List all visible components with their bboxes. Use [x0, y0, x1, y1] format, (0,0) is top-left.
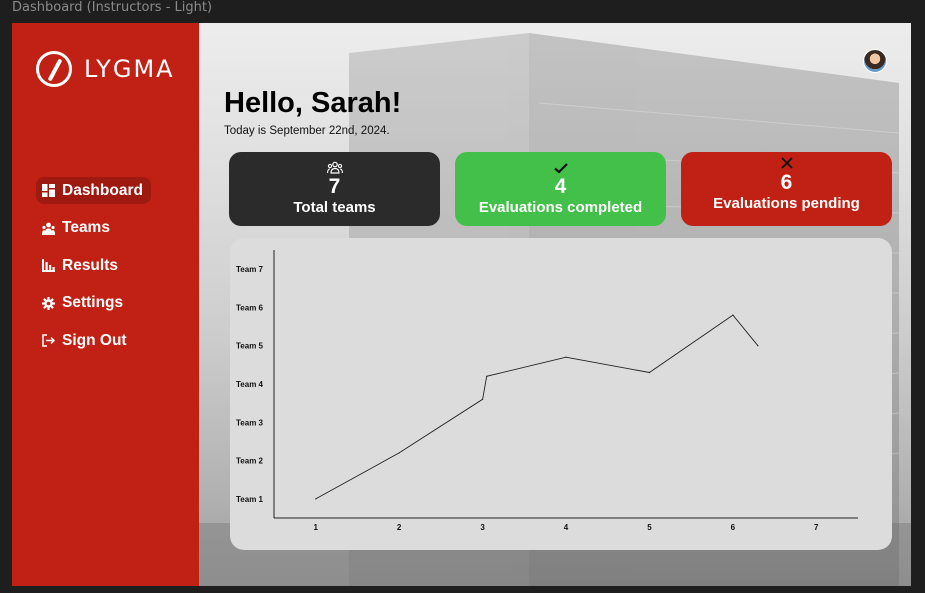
gear-icon [42, 296, 55, 310]
sidebar-item-label: Results [62, 256, 118, 274]
x-tick-label: 3 [480, 523, 485, 532]
evaluations-pending-value: 6 [780, 171, 793, 194]
data-point [486, 375, 488, 377]
chart-canvas: Team 1 Team 2 Team 3 Team 4 Team 5 Team 6 Team… [236, 250, 858, 532]
total-teams-value: 7 [328, 175, 341, 198]
results-icon [42, 259, 55, 272]
y-tick-label: Team 2 [236, 457, 264, 466]
data-point [648, 371, 651, 374]
y-tick-label: Team 3 [236, 418, 264, 427]
sidebar-nav: Dashboard Teams Results Settings [36, 177, 186, 365]
stat-card-total-teams[interactable]: 7 Total teams [229, 152, 440, 226]
sidebar-item-label: Sign Out [62, 331, 127, 349]
x-tick-label: 1 [313, 523, 318, 532]
x-tick-label: 5 [647, 523, 652, 532]
evaluations-completed-label: Evaluations completed [478, 199, 643, 216]
y-tick-label: Team 5 [236, 342, 264, 351]
sidebar-item-results[interactable]: Results [36, 252, 126, 279]
main-content: Hello, Sarah! Today is September 22nd, 2… [199, 23, 911, 586]
window-title: Dashboard (Instructors - Light) [12, 0, 213, 15]
sign-out-icon [42, 334, 55, 347]
sidebar-item-teams[interactable]: Teams [36, 215, 118, 242]
x-tick-label: 4 [564, 523, 569, 532]
data-point [565, 356, 567, 358]
check-icon [553, 163, 568, 174]
team-progress-chart: Team 1 Team 2 Team 3 Team 4 Team 5 Team 6 Team… [230, 238, 892, 550]
y-tick-label: Team 1 [236, 495, 264, 504]
x-icon [780, 157, 793, 169]
evaluations-pending-label: Evaluations pending [713, 195, 860, 212]
y-tick-label: Team 4 [236, 380, 264, 389]
sidebar-item-settings[interactable]: Settings [36, 290, 131, 317]
teams-icon [42, 222, 55, 235]
series-line [315, 314, 759, 500]
sidebar-item-sign-out[interactable]: Sign Out [36, 327, 135, 354]
date-text: Today is September 22nd, 2024. [224, 125, 390, 137]
sidebar-item-dashboard[interactable]: Dashboard [36, 177, 151, 204]
logo-icon [36, 51, 72, 87]
sidebar-item-label: Settings [62, 294, 124, 311]
data-point [732, 314, 734, 316]
stat-card-evaluations-completed[interactable]: 4 Evaluations completed [455, 152, 666, 226]
dashboard-icon [42, 184, 55, 197]
total-teams-label: Total teams [293, 199, 376, 216]
sidebar-item-label: Teams [62, 219, 110, 236]
user-avatar[interactable] [863, 49, 887, 73]
x-tick-label: 6 [731, 523, 736, 532]
y-tick-label: Team 7 [236, 265, 264, 274]
app-window: LYGMA Dashboard Teams Results [12, 23, 911, 586]
x-tick-label: 2 [397, 523, 402, 532]
data-point [315, 498, 317, 500]
x-tick-label: 7 [814, 523, 819, 532]
brand-logo[interactable]: LYGMA [36, 51, 175, 87]
data-point [481, 398, 484, 400]
data-point [398, 452, 400, 454]
evaluations-completed-value: 4 [554, 175, 567, 198]
y-tick-label: Team 6 [236, 303, 264, 312]
people-icon [326, 161, 343, 174]
brand-name: LYGMA [84, 55, 175, 83]
data-point [757, 345, 759, 347]
sidebar-item-label: Dashboard [62, 181, 143, 199]
stat-card-evaluations-pending[interactable]: 6 Evaluations pending [681, 152, 892, 226]
sidebar: LYGMA Dashboard Teams Results [12, 23, 199, 586]
page-title: Hello, Sarah! [224, 87, 402, 119]
